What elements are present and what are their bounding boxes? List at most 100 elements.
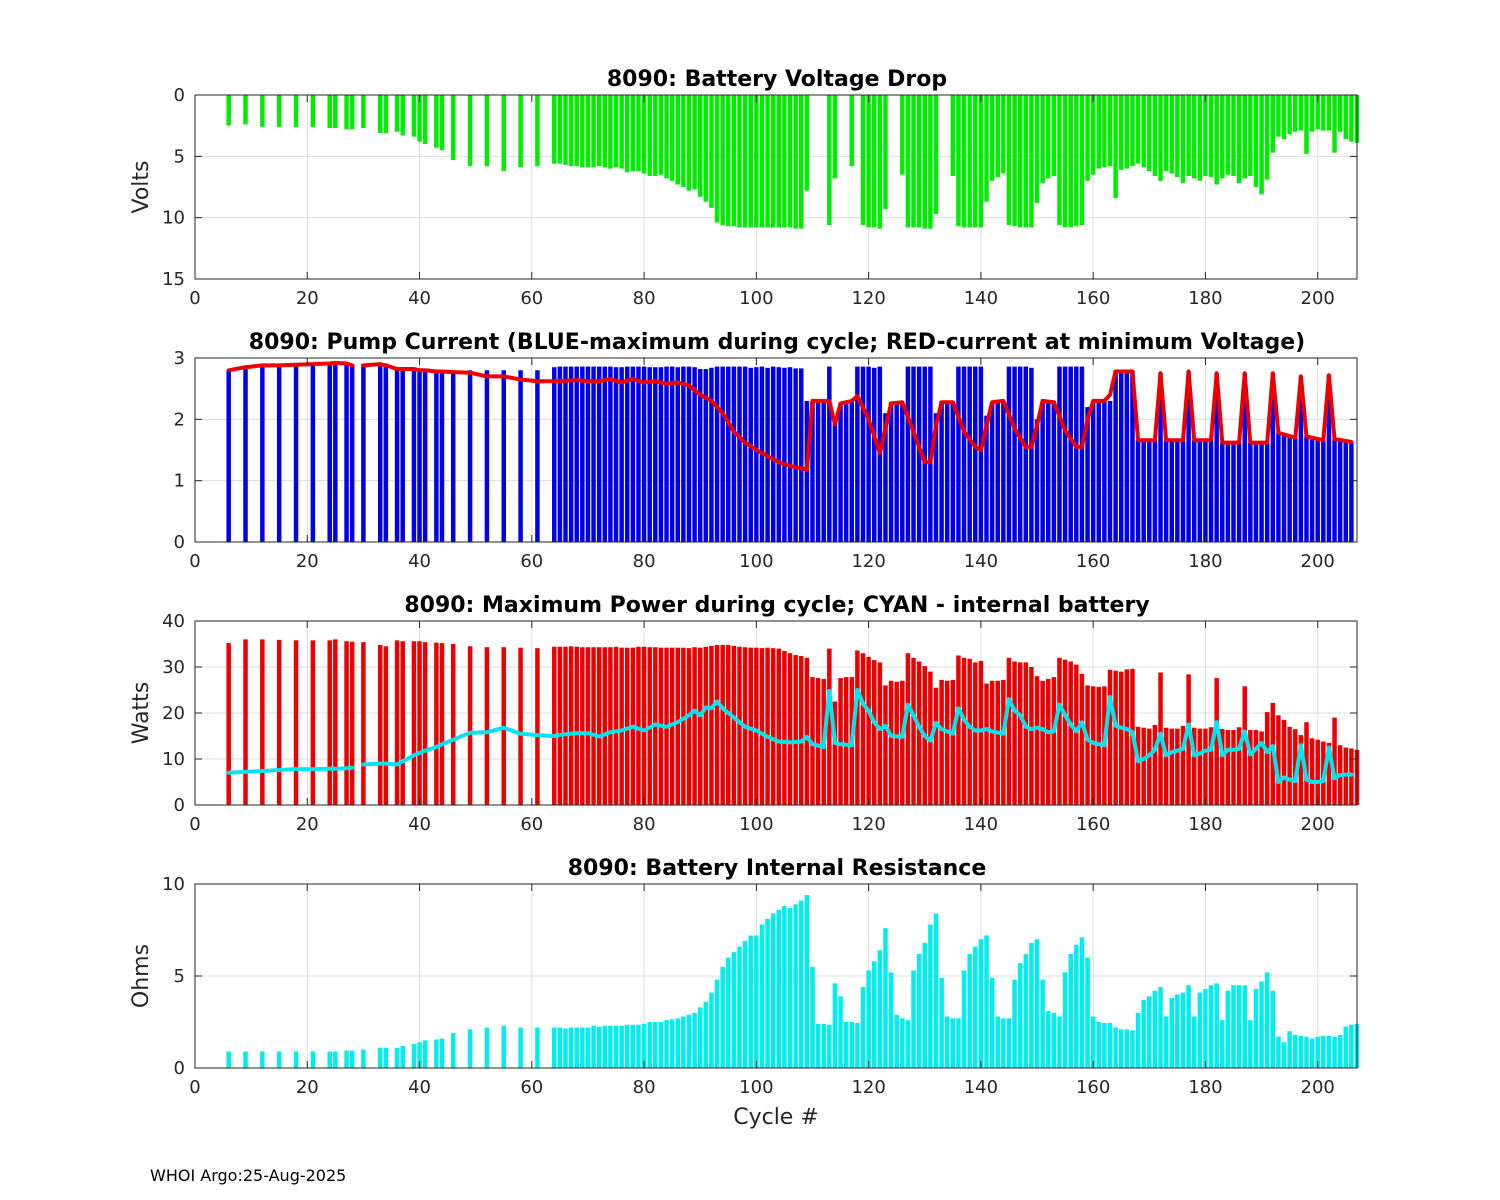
bar [686, 95, 692, 191]
bar [1276, 95, 1281, 137]
bar [1135, 440, 1141, 542]
x-tick-label: 80 [633, 288, 656, 309]
bar [518, 95, 523, 168]
bar [967, 658, 972, 805]
bar [978, 95, 984, 228]
bar [344, 362, 349, 542]
y-tick-label: 15 [162, 269, 185, 290]
bar [928, 95, 933, 229]
bar [1281, 434, 1287, 542]
bar [613, 367, 619, 542]
bar [709, 992, 714, 1068]
bar [922, 942, 928, 1068]
bar [950, 95, 956, 176]
bar [922, 95, 928, 229]
x-tick-label: 20 [296, 1077, 319, 1098]
bar [697, 647, 703, 805]
bar [860, 366, 866, 542]
bar [703, 1001, 709, 1068]
bar [434, 370, 439, 542]
bar [1203, 988, 1208, 1068]
bar [439, 1038, 445, 1068]
bar [378, 644, 383, 805]
bar [984, 415, 989, 542]
y-tick-label: 0 [174, 85, 185, 106]
bar [793, 655, 798, 805]
bar [916, 661, 922, 805]
x-tick-label: 20 [296, 288, 319, 309]
bar [636, 95, 641, 172]
bar [243, 639, 248, 805]
bar [349, 1050, 355, 1068]
bar [1326, 742, 1332, 805]
bar [568, 95, 574, 167]
y-tick-label: 20 [162, 703, 185, 724]
bar [591, 647, 596, 805]
bar [557, 95, 563, 164]
bar [1186, 371, 1191, 542]
bar [1186, 95, 1191, 176]
bar [647, 1022, 652, 1068]
footer-stamp: WHOI Argo:25-Aug-2025 [150, 1166, 347, 1185]
bar [1147, 996, 1152, 1068]
bar [1006, 366, 1012, 542]
bar [467, 646, 473, 805]
bar [647, 367, 652, 542]
bar [1236, 442, 1242, 542]
bar [1107, 1022, 1113, 1068]
bar [855, 1022, 860, 1068]
bar [827, 648, 832, 805]
bar [838, 403, 843, 542]
bar [1057, 95, 1062, 226]
x-tick-label: 140 [964, 814, 998, 835]
bar [1034, 939, 1040, 1068]
y-tick-label: 10 [162, 208, 185, 229]
x-tick-label: 120 [851, 814, 885, 835]
x-tick-label: 100 [739, 1077, 773, 1098]
bar [681, 95, 686, 187]
bar [782, 906, 787, 1068]
bar [1214, 95, 1219, 185]
bar [349, 641, 355, 805]
bar [1203, 95, 1208, 176]
bar [1208, 440, 1214, 542]
bar [720, 366, 725, 542]
bar [1326, 375, 1332, 542]
x-tick-label: 120 [851, 1077, 885, 1098]
bar [883, 928, 888, 1068]
bar [394, 369, 400, 542]
x-tick-label: 160 [1076, 551, 1110, 572]
bar [860, 653, 866, 805]
bar [1203, 728, 1208, 805]
bar [1242, 95, 1247, 179]
bar [580, 366, 585, 542]
bar [759, 924, 765, 1068]
bar [855, 650, 860, 805]
bar [1253, 442, 1259, 542]
x-tick-label: 0 [189, 288, 200, 309]
bar [1298, 376, 1304, 542]
bar [714, 644, 720, 805]
bar [1343, 95, 1349, 140]
bar [1124, 95, 1130, 169]
bar [973, 366, 978, 542]
bar [709, 95, 714, 208]
bar [613, 95, 619, 168]
bar [1253, 988, 1259, 1068]
bar [653, 1022, 658, 1068]
bar [417, 95, 422, 142]
bar [400, 1045, 405, 1068]
bar [989, 680, 995, 805]
bar [400, 95, 405, 136]
bar [596, 366, 602, 542]
bar [748, 95, 753, 228]
bar [692, 647, 697, 805]
y-tick-label: 1 [174, 471, 185, 492]
bar [1163, 1016, 1169, 1068]
bar [1085, 685, 1090, 805]
bar [1040, 979, 1045, 1068]
bar [894, 1014, 899, 1068]
bar [1197, 728, 1203, 805]
bar [344, 641, 349, 805]
bar [770, 913, 776, 1068]
